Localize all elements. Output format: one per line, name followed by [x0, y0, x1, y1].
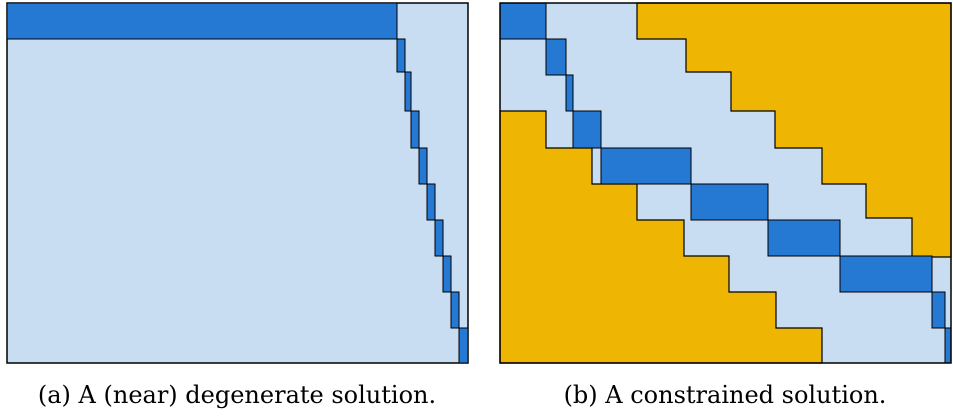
caption-b: (b) A constrained solution.: [564, 381, 887, 409]
panel-b-frame: [499, 2, 952, 364]
panel-b-block-3: [565, 74, 574, 112]
panel-b-block-9: [931, 291, 946, 329]
panel-b-block-1: [499, 2, 547, 40]
panel-b-block-2: [545, 38, 567, 76]
panel-a-block-1: [6, 2, 398, 40]
panel-b-block-10: [944, 327, 952, 364]
panel-b-block-4: [572, 110, 602, 149]
panel-a-block-7: [434, 219, 444, 257]
panel-a-block-8: [442, 255, 452, 293]
panel-a-block-9: [450, 291, 460, 329]
panel-a-block-3: [404, 71, 412, 112]
panel-a-block-10: [458, 327, 469, 364]
panel-a-block-5: [418, 147, 428, 185]
panel-a-block-2: [396, 38, 406, 73]
panel-a: [6, 2, 469, 364]
panel-a-block-4: [410, 110, 420, 149]
panel-b-block-7: [767, 219, 841, 257]
panel-b-block-8: [839, 255, 933, 293]
panel-b: [499, 2, 952, 364]
caption-a: (a) A (near) degenerate solution.: [38, 381, 436, 409]
panel-b-block-5: [600, 147, 692, 185]
panel-b-block-6: [690, 183, 769, 221]
panel-a-block-6: [426, 183, 436, 221]
panel-a-background: [6, 2, 469, 364]
